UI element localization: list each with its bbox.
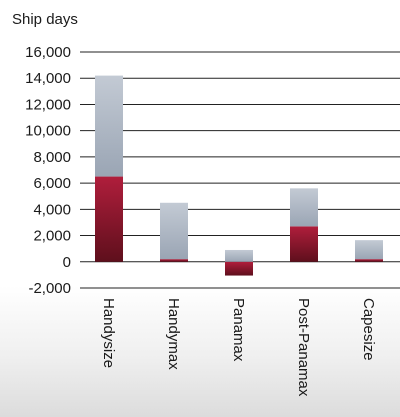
chart-panel-background xyxy=(0,286,400,417)
y-tick-label: -2,000 xyxy=(28,280,71,297)
bar-handymax-segment-1 xyxy=(160,259,188,262)
bars xyxy=(95,75,383,276)
y-tick-label: 12,000 xyxy=(25,96,71,113)
x-category-label: Capesize xyxy=(360,298,377,361)
bar-post-panamax-segment-2 xyxy=(290,188,318,227)
gridlines xyxy=(80,51,400,289)
y-tick-label: 2,000 xyxy=(33,228,71,245)
y-tick-label: 10,000 xyxy=(25,123,71,140)
y-tick-label: 6,000 xyxy=(33,175,71,192)
bar-capesize-segment-2 xyxy=(355,240,383,260)
bar-post-panamax-segment-1 xyxy=(290,226,318,262)
y-tick-label: 16,000 xyxy=(25,44,71,61)
x-category-label: Post-Panamax xyxy=(295,298,312,397)
y-axis-label: Ship days xyxy=(12,11,78,28)
bar-handymax-segment-2 xyxy=(160,202,188,260)
bar-panamax-segment-2 xyxy=(225,249,253,262)
x-category-label: Panamax xyxy=(230,298,247,362)
bar-capesize-segment-1 xyxy=(355,259,383,262)
x-axis-categories: Handysize Handymax Panamax Post-Panamax Cape… xyxy=(100,298,377,397)
y-axis-ticks: -2,000 0 2,000 4,000 6,000 8,000 10,000 12,000 1… xyxy=(25,44,71,297)
y-tick-label: 8,000 xyxy=(33,149,71,166)
x-category-label: Handysize xyxy=(100,298,117,368)
bar-panamax-segment-1 xyxy=(225,261,253,276)
y-tick-label: 0 xyxy=(63,254,71,271)
bar-handysize-segment-2 xyxy=(95,75,123,177)
y-tick-label: 4,000 xyxy=(33,201,71,218)
y-tick-label: 14,000 xyxy=(25,70,71,87)
bar-handysize-segment-1 xyxy=(95,176,123,262)
x-category-label: Handymax xyxy=(165,298,182,370)
